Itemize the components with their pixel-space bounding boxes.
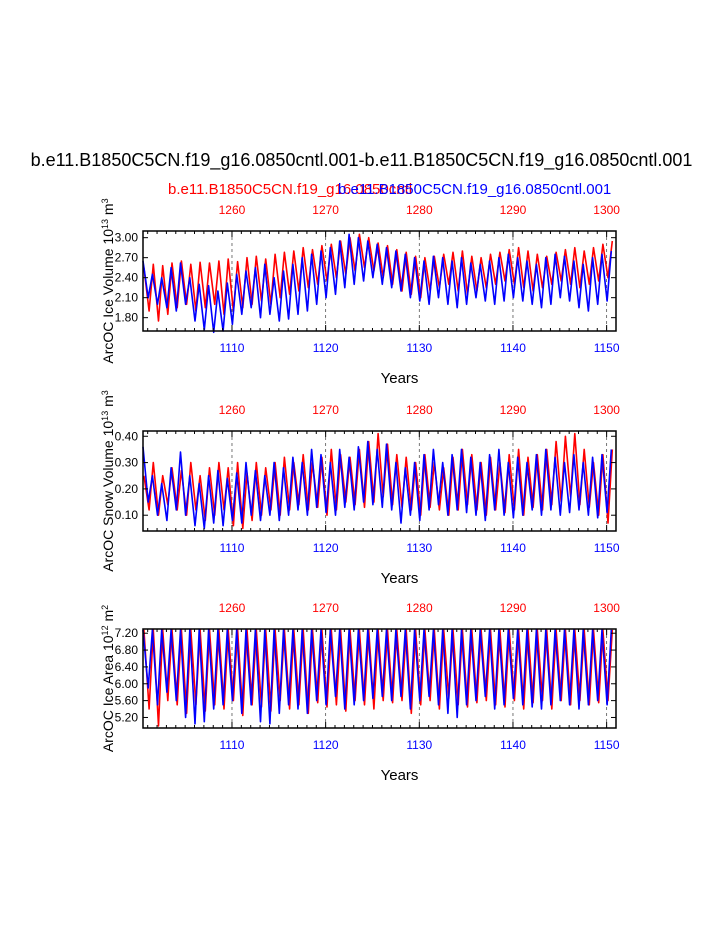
y-tick-label: 6.00	[115, 677, 139, 691]
y-tick-label: 3.00	[115, 231, 139, 245]
y-tick-label: 6.40	[115, 660, 139, 674]
y-tick-label: 0.40	[115, 429, 139, 443]
y-tick-label: 0.30	[115, 456, 139, 470]
plot-frame	[142, 230, 617, 332]
x-tick-label-bottom: 1130	[406, 341, 432, 355]
y-tick-label: 5.20	[115, 710, 139, 724]
legend-case-a: b.e11.B1850C5CN.f19_g16.0850cntl	[168, 181, 413, 198]
y-tick-label: 7.20	[115, 626, 139, 640]
x-axis-label: Years	[381, 570, 419, 587]
x-tick-label-bottom: 1140	[500, 738, 526, 752]
x-tick-label-bottom: 1150	[594, 341, 620, 355]
x-tick-label-bottom: 1110	[220, 541, 245, 555]
x-tick-label-bottom: 1150	[594, 541, 620, 555]
x-tick-label-top: 1270	[312, 403, 339, 417]
x-tick-label-top: 1290	[500, 203, 527, 217]
x-tick-label-bottom: 1130	[406, 738, 432, 752]
x-tick-label-bottom: 1150	[594, 738, 620, 752]
x-tick-label-top: 1280	[406, 403, 433, 417]
chart-ice-area: 5.20 5.60 6.00 6.40 6.80 7.20 1110 1120 1130 1140…	[100, 601, 620, 784]
x-tick-label-bottom: 1140	[500, 541, 526, 555]
y-tick-label: 0.10	[115, 508, 139, 522]
series-line-case-b	[142, 440, 613, 530]
x-tick-label-top: 1280	[406, 601, 433, 615]
series-line-case-b	[142, 629, 613, 725]
y-tick-label: 2.70	[115, 251, 139, 265]
chart-snow-volume: 0.10 0.20 0.30 0.40 1110 1120 1130 1140 1150 1260…	[100, 390, 620, 587]
x-tick-label-bottom: 1110	[220, 341, 245, 355]
series-line-case-b	[142, 233, 613, 334]
y-tick-label: 2.10	[115, 291, 139, 305]
x-tick-label-bottom: 1130	[406, 541, 432, 555]
page-title: b.e11.B1850C5CN.f19_g16.0850cntl.001-b.e…	[30, 150, 693, 170]
x-tick-label-top: 1300	[593, 403, 620, 417]
x-axis-label: Years	[381, 767, 419, 784]
x-tick-label-top: 1270	[312, 601, 339, 615]
x-tick-label-bottom: 1120	[313, 541, 339, 555]
x-tick-label-top: 1260	[219, 203, 246, 217]
x-tick-label-top: 1260	[219, 601, 246, 615]
x-tick-label-top: 1270	[312, 203, 339, 217]
x-tick-label-top: 1290	[500, 601, 527, 615]
plot-frame	[142, 628, 617, 729]
y-tick-label: 1.80	[115, 311, 139, 325]
x-tick-label-top: 1300	[593, 203, 620, 217]
x-tick-label-bottom: 1110	[220, 738, 245, 752]
y-axis-label: ArcOC Snow Volume 1013 m3	[100, 390, 116, 572]
y-tick-label: 2.40	[115, 271, 139, 285]
x-tick-label-bottom: 1120	[313, 738, 339, 752]
x-tick-label-top: 1300	[593, 601, 620, 615]
x-tick-label-bottom: 1120	[313, 341, 339, 355]
x-tick-label-bottom: 1140	[500, 341, 526, 355]
y-axis-label: ArcOC Ice Area 1012 m2	[100, 605, 116, 752]
y-tick-label: 5.60	[115, 694, 139, 708]
x-tick-label-top: 1280	[406, 203, 433, 217]
plot-frame	[142, 430, 617, 532]
y-tick-label: 6.80	[115, 643, 139, 657]
legend-case-b: b.e11.B1850C5CN.f19_g16.0850cntl.001	[338, 181, 612, 198]
x-tick-label-top: 1290	[500, 403, 527, 417]
chart-ice-volume: 1.80 2.10 2.40 2.70 3.00 1110 1120 1130 1140 1150…	[100, 198, 620, 387]
y-tick-label: 0.20	[115, 482, 139, 496]
x-axis-label: Years	[381, 370, 419, 387]
x-tick-label-top: 1260	[219, 403, 246, 417]
y-axis-label: ArcOC Ice Volume 1013 m3	[100, 198, 116, 363]
